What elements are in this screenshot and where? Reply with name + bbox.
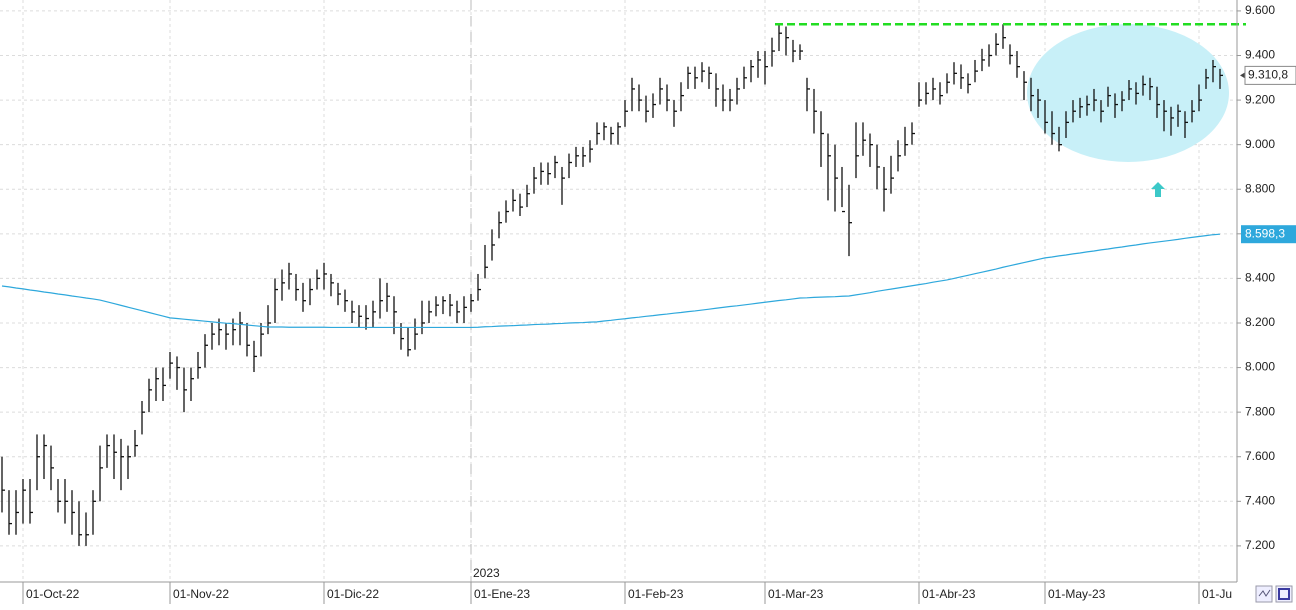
highlight-ellipse — [1027, 24, 1229, 162]
up-arrow — [1151, 182, 1165, 197]
x-tick-label: 01-Ene-23 — [474, 587, 530, 601]
price-label-box — [1244, 65, 1296, 85]
y-tick-label: 7.400 — [1245, 493, 1275, 507]
x-tick-label: 01-Abr-23 — [922, 587, 976, 601]
y-tick-label: 9.200 — [1245, 92, 1275, 106]
price-label: 9.310,8 — [1248, 68, 1288, 82]
x-tick-label: 01-Nov-22 — [173, 587, 229, 601]
y-tick-label: 8.800 — [1245, 181, 1275, 195]
x-tick-label: 01-Feb-23 — [628, 587, 684, 601]
y-tick-label: 7.600 — [1245, 449, 1275, 463]
y-tick-label: 7.800 — [1245, 404, 1275, 418]
y-tick-label: 9.600 — [1245, 3, 1275, 17]
x-tick-label: 01-Dic-22 — [327, 587, 379, 601]
y-tick-label: 8.000 — [1245, 360, 1275, 374]
x-tick-label: 01-May-23 — [1048, 587, 1106, 601]
y-tick-label: 9.400 — [1245, 48, 1275, 62]
y-tick-label: 7.200 — [1245, 538, 1275, 552]
x-tick-label: 01-Ju — [1202, 587, 1232, 601]
y-tick-label: 8.400 — [1245, 271, 1275, 285]
grid — [0, 0, 1237, 582]
y-tick-label: 9.000 — [1245, 137, 1275, 151]
price-pointer — [1240, 72, 1245, 79]
ma-label: 8.598,3 — [1245, 226, 1285, 240]
year-label: 2023 — [473, 566, 500, 580]
moving-average-line — [1, 233, 1221, 329]
axes: 7.2007.4007.6007.8008.0008.2008.4008.600… — [22, 3, 1296, 604]
ma-label-box — [1241, 225, 1296, 244]
zoom-icon — [1258, 589, 1271, 597]
zoom-button[interactable] — [1255, 585, 1273, 603]
save-icon — [1278, 588, 1290, 600]
x-tick-label: 01-Mar-23 — [768, 587, 824, 601]
plot — [1, 23, 1246, 546]
x-tick-label: 01-Oct-22 — [26, 587, 80, 601]
y-tick-label: 8.200 — [1245, 315, 1275, 329]
